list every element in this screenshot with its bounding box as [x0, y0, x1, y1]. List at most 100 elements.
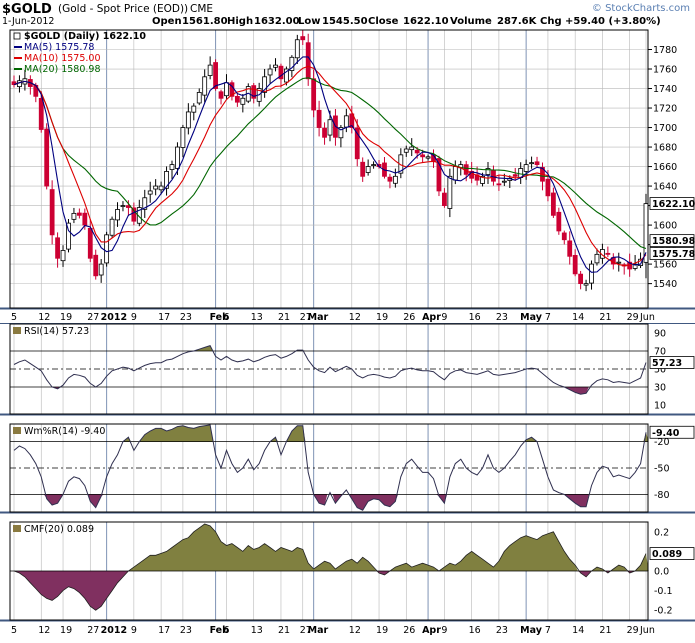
price-date-label: 23 [496, 312, 508, 323]
candle-down [213, 62, 218, 89]
candle-down [491, 169, 496, 182]
price-date-label: 14 [572, 312, 584, 323]
wr-oversold-fill [310, 494, 328, 505]
legend-main: $GOLD (Daily) 1622.10 [24, 31, 146, 42]
wr-oversold-fill [332, 494, 344, 504]
candle-up [523, 164, 529, 172]
price-date-label: Feb [210, 312, 230, 323]
ma5-line [13, 56, 647, 273]
candle-up [104, 234, 110, 264]
open-value: 1561.80 [182, 16, 228, 27]
price-tick-label: 1700 [653, 123, 677, 134]
cmf-date-label: 9 [441, 625, 447, 636]
cmf-date-label: 21 [599, 625, 611, 636]
candle-up [109, 218, 115, 236]
symbol-title: $GOLD [2, 2, 52, 17]
high-label: High [227, 16, 253, 27]
cmf-legend-swatch [13, 525, 21, 532]
candle-up [480, 175, 485, 184]
candle-up [202, 76, 208, 96]
price-tick-label: 1640 [653, 182, 677, 193]
legend-ma5: MA(5) 1575.78 [24, 42, 94, 53]
candle-down [550, 192, 556, 216]
legend-ma20: MA(20) 1580.98 [24, 64, 101, 75]
rsi-value-label-box [649, 356, 695, 369]
candle-down [11, 81, 17, 86]
ma5-value-label-box [649, 247, 695, 260]
price-tick-label: 1660 [653, 162, 677, 173]
candle-up [371, 164, 376, 167]
rsi-tick-label: 10 [654, 401, 666, 412]
candle-up [71, 212, 77, 220]
instrument-name: (Gold - Spot Price (EOD)) [58, 3, 188, 15]
chg-label: Chg [540, 16, 562, 27]
cmf-date-label: Jun [639, 625, 655, 636]
cmf-date-label: Apr [422, 625, 441, 636]
wr-overbought-fill [136, 424, 213, 442]
candle-down [567, 240, 573, 257]
close-label: Close [368, 16, 399, 27]
legend-swatch [13, 32, 21, 40]
candle-up [589, 263, 594, 284]
price-date-label: 9 [441, 312, 447, 323]
candle-up [343, 115, 349, 128]
wr-value-label-box [649, 425, 695, 439]
rsi-frame [9, 323, 649, 415]
price-date-label: 27 [300, 312, 312, 323]
candle-up [185, 111, 191, 129]
candle-down [354, 127, 360, 160]
candle-up [175, 146, 180, 169]
candle-up [638, 258, 643, 266]
price-date-label: May [520, 312, 543, 323]
candle-down [278, 65, 284, 80]
candle-down [300, 36, 306, 41]
price-date-label: 17 [158, 312, 170, 323]
volume-value: 287.6K [497, 16, 538, 27]
cmf-line [13, 523, 647, 611]
candle-down [251, 85, 257, 99]
candle-up [66, 222, 71, 250]
cmf-frame [9, 521, 649, 621]
candle-down [76, 212, 82, 216]
price-date-label: 21 [278, 312, 290, 323]
wr-overbought-fill [283, 425, 306, 442]
cmf-date-label: 19 [376, 625, 388, 636]
cmf-date-label: 2012 [101, 625, 127, 636]
wr-overbought-fill [523, 437, 540, 442]
wr-value-label: -9.40 [652, 428, 680, 439]
low-label: Low [298, 16, 320, 27]
rsi-tick-label: 50 [654, 365, 666, 376]
cmf-date-label: 6 [223, 625, 229, 636]
candle-up [120, 205, 126, 207]
rsi-tick-label: 90 [654, 329, 666, 340]
wr-oversold-fill [87, 494, 104, 508]
price-tick-label: 1760 [653, 65, 677, 76]
rsi-line [13, 344, 647, 395]
last-close-label-box [649, 197, 695, 210]
price-date-label: 9 [131, 312, 137, 323]
cmf-positive-fill [610, 565, 627, 571]
candle-down [316, 109, 322, 128]
cmf-tick-label: 0.0 [654, 567, 669, 578]
candle-up [501, 180, 507, 183]
candle-down [561, 232, 567, 241]
high-value: 1632.00 [254, 16, 300, 27]
cmf-date-label: 16 [469, 625, 481, 636]
candle-up [153, 185, 159, 190]
cmf-date-label: 27 [87, 625, 99, 636]
cmf-date-label: Feb [210, 625, 230, 636]
candle-up [294, 39, 300, 59]
price-date-label: 19 [60, 312, 72, 323]
candle-down [49, 189, 55, 236]
candle-down [442, 192, 447, 206]
candle-up [632, 263, 638, 269]
candle-up [529, 162, 534, 165]
cmf-date-label: 19 [60, 625, 72, 636]
price-tick-label: 1780 [653, 45, 677, 56]
low-value: 1545.50 [322, 16, 368, 27]
wr-line [13, 424, 647, 511]
cmf-date-label: 14 [572, 625, 584, 636]
cmf-tick-label: -0.1 [654, 586, 673, 597]
cmf-date-label: 23 [180, 625, 192, 636]
